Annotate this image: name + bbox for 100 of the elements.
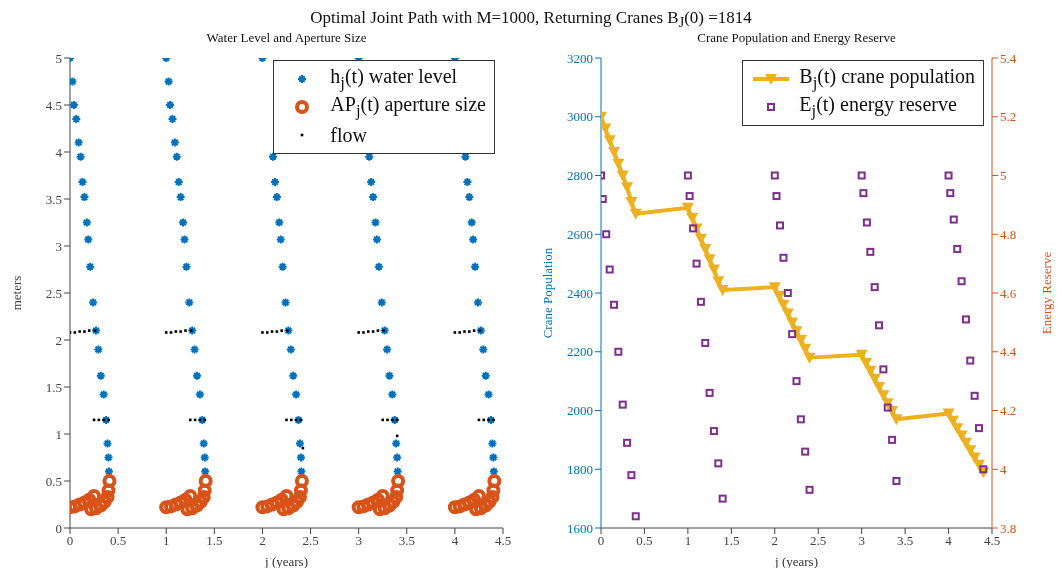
point <box>681 202 694 214</box>
y-tick-label: 3.5 <box>45 191 62 207</box>
x-tick-label: 1.5 <box>723 533 740 549</box>
y-tick-label: 2600 <box>567 226 593 242</box>
point <box>944 171 953 180</box>
point <box>879 365 888 374</box>
point <box>629 208 642 220</box>
y2-tick-label: 4.6 <box>1000 285 1017 301</box>
point <box>357 331 360 334</box>
x-tick-label: 1 <box>684 533 692 549</box>
point <box>770 171 779 180</box>
point <box>870 283 879 292</box>
x-tick-label: 2.5 <box>302 533 319 549</box>
x-tick-label: 3.5 <box>398 533 415 549</box>
point <box>957 277 966 286</box>
point <box>801 447 810 456</box>
point <box>772 192 781 201</box>
point <box>966 356 975 365</box>
point <box>709 427 718 436</box>
x-tick-label: 3 <box>858 533 865 549</box>
y-tick-label: 1 <box>55 426 62 442</box>
point <box>463 330 466 333</box>
x-tick-label: 2 <box>771 533 779 549</box>
y2-tick-label: 5 <box>1000 168 1007 184</box>
point <box>701 338 710 347</box>
y-tick-label: 3200 <box>567 50 593 66</box>
y-tick-label: 5 <box>55 50 62 66</box>
y2-tick-label: 5.4 <box>1000 50 1017 66</box>
y-tick-label: 2400 <box>567 285 593 301</box>
point <box>718 494 727 503</box>
point <box>712 276 725 288</box>
point <box>792 377 801 386</box>
legend-label: E$_{j}$(t) energy reserve <box>799 93 957 121</box>
point <box>603 135 616 147</box>
chart-title: Crane Population and Energy Reserve <box>696 30 897 47</box>
point <box>862 218 871 227</box>
point <box>618 400 627 409</box>
y-tick-label: 2200 <box>567 344 593 360</box>
point <box>788 330 797 339</box>
legend-label: flow <box>330 123 367 147</box>
y-tick-label: 1.5 <box>45 379 62 395</box>
point <box>610 300 619 309</box>
chart-title: Water Level and Aperture Size <box>205 30 368 47</box>
point <box>707 264 720 276</box>
point <box>783 289 792 297</box>
point <box>692 259 701 268</box>
y-tick-label: 3 <box>55 238 62 254</box>
x-tick-label: 4.5 <box>494 533 512 549</box>
point <box>892 477 901 485</box>
y-tick-label: 3000 <box>567 109 593 125</box>
x-tick-label: 4 <box>451 533 459 549</box>
point <box>686 213 699 225</box>
point <box>382 329 385 332</box>
legend-label: AP$_{j}$(t) aperture size <box>330 93 486 121</box>
point <box>189 329 193 332</box>
text: Optimal Joint Path with M=1000, Returning Cranes B$_{J}$(0) =1814 <box>309 8 753 31</box>
y-tick-label: 4 <box>55 144 63 160</box>
point <box>614 347 623 356</box>
x-tick-label: 4 <box>945 533 953 549</box>
y-tick-label: 0.5 <box>45 473 62 489</box>
y-tick-label: 1800 <box>567 461 593 477</box>
point <box>979 465 988 474</box>
point <box>888 435 897 444</box>
x-tick-label: 3 <box>355 533 362 549</box>
point <box>612 158 625 170</box>
point <box>468 330 471 333</box>
point <box>286 329 289 332</box>
point <box>685 192 694 201</box>
point <box>696 297 705 306</box>
point <box>683 171 692 180</box>
point <box>602 230 611 239</box>
point <box>890 414 903 426</box>
point <box>362 331 365 334</box>
legend-label: h$_{j}$(t) water level <box>330 65 458 93</box>
y2-tick-label: 3.8 <box>1000 520 1017 536</box>
point <box>694 233 707 245</box>
point <box>605 265 614 274</box>
x-tick-label: 0 <box>597 533 605 549</box>
x-tick-label: 4.5 <box>983 533 1001 549</box>
point <box>857 171 866 180</box>
point <box>78 330 81 333</box>
point <box>953 244 962 253</box>
y2-tick-label: 4.2 <box>1000 403 1017 419</box>
y-tick-label: 2800 <box>567 168 593 184</box>
y-tick-label: 4.5 <box>45 97 62 113</box>
x-axis-title: j (years) <box>264 554 308 568</box>
point <box>179 330 182 333</box>
point <box>803 352 816 364</box>
x-axis-title: j (years) <box>774 554 818 568</box>
point <box>942 408 955 420</box>
point <box>705 388 714 397</box>
point <box>621 182 634 194</box>
y-tick-label: 1600 <box>567 520 593 536</box>
y2-tick-label: 4.8 <box>1000 226 1017 242</box>
point <box>805 485 814 494</box>
point <box>961 315 970 324</box>
point <box>946 189 955 198</box>
point <box>883 403 892 412</box>
point <box>974 424 983 433</box>
y-tick-label: 0 <box>55 520 62 536</box>
